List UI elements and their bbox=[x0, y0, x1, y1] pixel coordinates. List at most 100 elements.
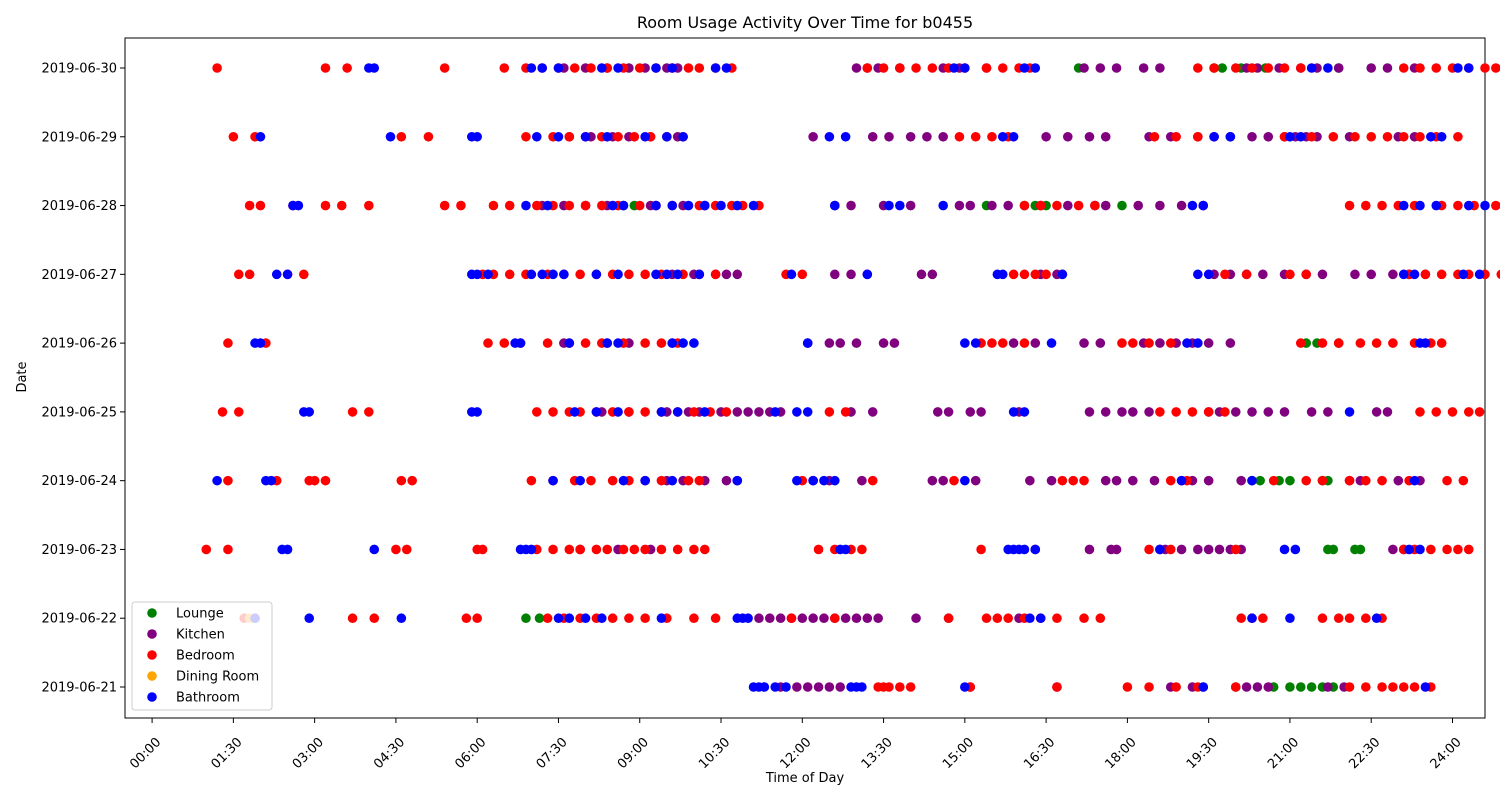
data-point bbox=[1171, 407, 1181, 417]
data-point bbox=[201, 544, 212, 555]
data-point bbox=[840, 131, 851, 142]
data-point bbox=[1409, 269, 1420, 280]
x-tick-label: 09:00 bbox=[615, 735, 652, 772]
data-point bbox=[830, 613, 840, 624]
data-point bbox=[689, 407, 699, 417]
data-point bbox=[1030, 63, 1041, 73]
data-point bbox=[732, 475, 743, 486]
x-tick-label: 12:00 bbox=[777, 735, 814, 772]
y-axis-label: Date bbox=[15, 361, 30, 392]
data-point bbox=[813, 544, 824, 555]
data-point bbox=[797, 269, 808, 280]
data-point bbox=[1203, 475, 1214, 486]
data-point bbox=[716, 200, 726, 211]
data-point bbox=[1263, 131, 1274, 142]
data-point bbox=[824, 338, 835, 348]
data-point bbox=[1138, 63, 1149, 73]
data-point bbox=[662, 131, 672, 142]
data-point bbox=[867, 131, 878, 142]
data-point bbox=[1453, 131, 1463, 142]
data-point bbox=[564, 200, 575, 211]
data-point bbox=[580, 613, 591, 624]
x-axis-label: Time of Day bbox=[765, 771, 845, 786]
series-lounge bbox=[521, 63, 1366, 692]
data-point bbox=[233, 407, 244, 417]
data-point bbox=[304, 613, 315, 624]
data-point bbox=[1415, 63, 1425, 73]
data-point bbox=[732, 200, 743, 211]
data-point bbox=[586, 475, 596, 486]
data-point bbox=[531, 131, 542, 142]
data-point bbox=[640, 613, 650, 624]
series-kitchen bbox=[537, 63, 1431, 692]
data-point bbox=[1344, 613, 1355, 624]
data-point bbox=[867, 407, 878, 417]
data-point bbox=[927, 269, 938, 280]
x-tick-label: 24:00 bbox=[1428, 735, 1465, 772]
data-point bbox=[401, 544, 412, 555]
data-point bbox=[1328, 131, 1339, 142]
data-point bbox=[689, 338, 699, 348]
data-point bbox=[1415, 544, 1425, 555]
data-point bbox=[1025, 613, 1035, 624]
data-point bbox=[1171, 682, 1181, 692]
data-point bbox=[548, 407, 558, 417]
legend-marker bbox=[147, 692, 157, 702]
data-point bbox=[1344, 475, 1355, 486]
data-point bbox=[840, 407, 851, 417]
data-point bbox=[472, 407, 482, 417]
data-point bbox=[396, 613, 407, 624]
data-point bbox=[1453, 544, 1463, 555]
data-point bbox=[710, 269, 721, 280]
data-point bbox=[1426, 131, 1436, 142]
data-point bbox=[862, 613, 873, 624]
data-point bbox=[689, 544, 699, 555]
data-point bbox=[694, 63, 705, 73]
data-point bbox=[244, 269, 255, 280]
y-tick-label: 2019-06-25 bbox=[41, 405, 117, 420]
data-point bbox=[905, 131, 916, 142]
data-point bbox=[1323, 407, 1333, 417]
data-point bbox=[1355, 544, 1366, 555]
data-point bbox=[1019, 269, 1030, 280]
data-point bbox=[1030, 338, 1041, 348]
data-point bbox=[721, 63, 732, 73]
data-point bbox=[1350, 269, 1360, 280]
data-point bbox=[364, 200, 374, 211]
legend-label: Lounge bbox=[176, 607, 224, 622]
data-point bbox=[1230, 407, 1241, 417]
data-point bbox=[1388, 544, 1398, 555]
data-point bbox=[1084, 407, 1095, 417]
data-point bbox=[965, 200, 976, 211]
data-point bbox=[905, 200, 916, 211]
data-point bbox=[1360, 200, 1371, 211]
x-tick-label: 18:00 bbox=[1103, 735, 1140, 772]
data-point bbox=[1128, 338, 1138, 348]
data-point bbox=[1415, 131, 1425, 142]
data-point bbox=[1431, 407, 1442, 417]
legend-label: Kitchen bbox=[176, 628, 225, 643]
data-point bbox=[1193, 338, 1203, 348]
data-point bbox=[548, 544, 558, 555]
data-point bbox=[857, 682, 867, 692]
data-point bbox=[1453, 63, 1463, 73]
data-point bbox=[1230, 682, 1241, 692]
data-point bbox=[1198, 682, 1209, 692]
data-point bbox=[786, 269, 797, 280]
data-point bbox=[1176, 544, 1187, 555]
data-point bbox=[1263, 407, 1274, 417]
data-point bbox=[1041, 131, 1051, 142]
data-point bbox=[721, 269, 732, 280]
data-point bbox=[1062, 131, 1073, 142]
data-point bbox=[613, 407, 623, 417]
data-point bbox=[992, 613, 1003, 624]
data-point bbox=[553, 131, 564, 142]
data-point bbox=[1458, 269, 1469, 280]
data-point bbox=[1350, 131, 1360, 142]
data-point bbox=[575, 269, 585, 280]
data-point bbox=[851, 63, 862, 73]
data-point bbox=[233, 269, 244, 280]
data-point bbox=[472, 131, 482, 142]
data-point bbox=[1176, 200, 1187, 211]
data-point bbox=[1100, 200, 1111, 211]
